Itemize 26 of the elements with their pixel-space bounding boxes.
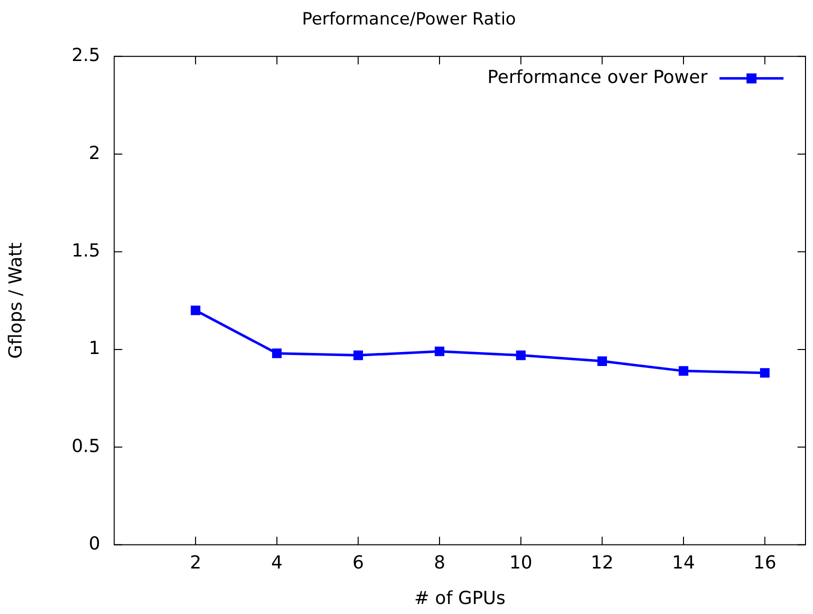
x-tick-label: 6 <box>352 552 364 574</box>
x-tick-label: 14 <box>672 552 695 574</box>
point <box>678 366 688 376</box>
y-tick-label: 1 <box>88 338 100 360</box>
point <box>190 306 200 316</box>
y-tick-label: 0 <box>88 533 100 554</box>
chart-title: Performance/Power Ratio <box>302 10 516 30</box>
point <box>516 350 526 360</box>
x-axis-title: # of GPUs <box>414 588 506 609</box>
legend-label: Performance over Power <box>487 67 708 88</box>
point <box>353 350 363 360</box>
y-axis-title: Gflops / Watt <box>5 242 26 359</box>
point <box>760 368 770 378</box>
y-tick-label: 1.5 <box>72 240 100 262</box>
point <box>597 356 607 366</box>
x-tick-label: 10 <box>509 552 532 574</box>
x-tick-label: 16 <box>753 552 776 574</box>
point <box>272 348 282 358</box>
y-tick-label: 0.5 <box>72 436 100 457</box>
x-tick-label: 2 <box>190 552 202 574</box>
y-tick-label: 2 <box>88 142 100 164</box>
y-tick-label: 2.5 <box>72 45 100 66</box>
point <box>434 346 444 356</box>
x-tick-label: 4 <box>271 552 283 574</box>
x-tick-label: 12 <box>590 552 614 574</box>
x-tick-label: 8 <box>434 552 446 574</box>
